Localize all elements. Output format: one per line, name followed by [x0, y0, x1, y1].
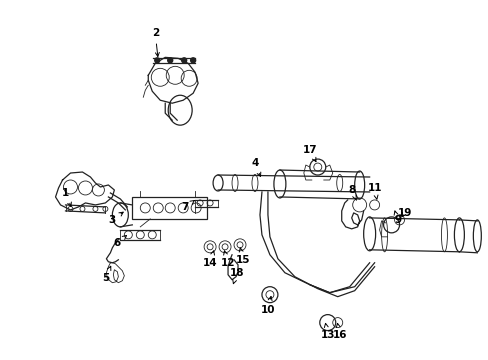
Text: 12: 12: [221, 251, 235, 268]
Text: 7: 7: [181, 201, 194, 212]
Circle shape: [182, 58, 186, 63]
Text: 16: 16: [332, 323, 346, 339]
Text: 4: 4: [251, 158, 260, 176]
Text: 15: 15: [235, 248, 250, 265]
Text: 8: 8: [347, 185, 356, 200]
Text: 2: 2: [151, 28, 159, 57]
Text: 14: 14: [203, 251, 217, 268]
Circle shape: [167, 58, 172, 63]
Text: 17: 17: [302, 145, 317, 162]
Text: 1: 1: [62, 188, 71, 206]
Text: 19: 19: [397, 208, 411, 218]
Text: 3: 3: [108, 212, 123, 225]
Text: 10: 10: [260, 296, 275, 315]
Text: 5: 5: [102, 266, 111, 283]
Text: 9: 9: [393, 211, 400, 225]
Circle shape: [154, 58, 160, 63]
Text: 18: 18: [229, 268, 244, 284]
Text: 13: 13: [320, 323, 334, 339]
Text: 6: 6: [114, 235, 126, 248]
Circle shape: [190, 58, 195, 63]
Text: 11: 11: [366, 183, 381, 199]
